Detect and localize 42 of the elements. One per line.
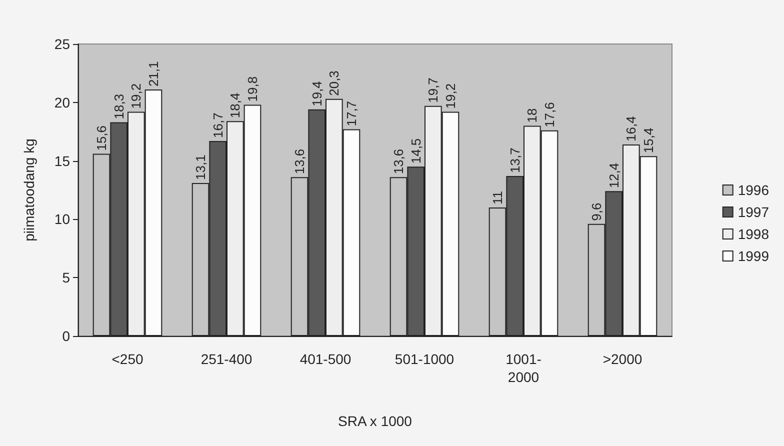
data-label: 13,1 (193, 154, 208, 180)
legend-label: 1998 (738, 226, 770, 242)
data-label: 18,3 (111, 94, 126, 120)
data-label: 19,2 (128, 83, 144, 109)
x-tick-label: <250 (112, 351, 144, 367)
data-label: 19,2 (442, 83, 458, 109)
data-label: 21,1 (146, 61, 161, 87)
x-axis-title: SRA x 1000 (338, 413, 412, 429)
data-label: 13,6 (292, 148, 308, 174)
data-label: 18,4 (228, 92, 243, 118)
x-tick-label: 251-400 (200, 351, 252, 367)
data-label: 15,6 (94, 125, 110, 151)
x-tick-label: 1001- 2000 (506, 351, 542, 385)
data-label: 19,8 (244, 76, 260, 102)
data-label: 20,3 (326, 70, 342, 96)
legend-label: 1999 (738, 248, 770, 264)
y-tick-label: 5 (62, 270, 70, 286)
y-tick-label: 10 (54, 211, 70, 228)
data-label: 19,4 (309, 81, 324, 106)
y-tick-label: 20 (54, 94, 70, 110)
data-label: 15,4 (640, 128, 656, 154)
x-tick-label: >2000 (602, 351, 642, 367)
data-label: 11 (490, 191, 506, 205)
data-label: 14,5 (408, 138, 424, 164)
data-label: 17,7 (344, 100, 359, 126)
legend-label: 1997 (738, 204, 770, 220)
data-label: 18 (524, 108, 540, 123)
data-label: 13,7 (507, 148, 522, 173)
data-label: 13,6 (391, 148, 406, 174)
data-label: 17,6 (542, 102, 557, 128)
data-label: 19,7 (426, 78, 441, 103)
y-tick-label: 15 (54, 152, 70, 169)
y-axis-title: piimatoodang kg (21, 138, 37, 242)
y-tick-label: 25 (54, 36, 70, 52)
x-tick-label: 401-500 (300, 351, 352, 367)
data-label: 9,6 (589, 202, 604, 221)
data-label: 12,4 (606, 162, 622, 188)
data-label: 16,7 (210, 112, 226, 138)
legend-label: 1996 (738, 182, 770, 198)
x-tick-label: 501-1000 (394, 351, 454, 367)
data-label: 16,4 (624, 116, 639, 142)
y-tick-label: 0 (62, 328, 70, 344)
